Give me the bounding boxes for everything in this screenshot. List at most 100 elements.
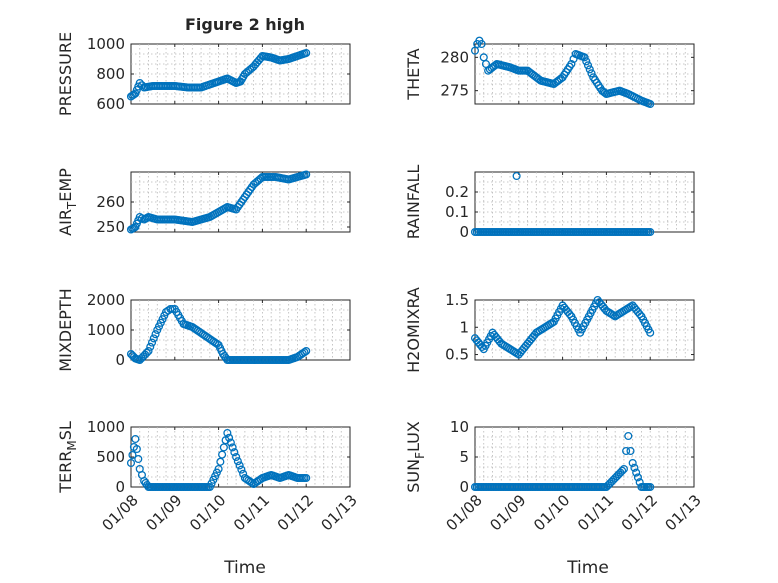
data-point xyxy=(477,342,487,351)
data-point xyxy=(646,99,655,109)
data-point xyxy=(630,463,639,472)
y-tick-label: 500 xyxy=(96,448,125,466)
data-point xyxy=(622,446,631,456)
y-tick-label: 0 xyxy=(459,223,469,241)
data-point xyxy=(632,468,641,477)
y-axis-label: TERRMSL xyxy=(56,421,79,494)
y-tick-label: 5 xyxy=(459,448,469,466)
y-tick-label: 2000 xyxy=(87,291,125,309)
data-point xyxy=(147,338,157,347)
subplot-7: 0 500 1000 TERRMSL 01/08 01/09 01/10 01/11 01/12… xyxy=(56,418,361,534)
x-tick-label: 01/12 xyxy=(618,491,661,534)
data-point xyxy=(146,342,155,351)
data-point xyxy=(302,170,311,179)
x-tick-label: 01/08 xyxy=(443,491,486,534)
y-axis-label: H2OMIXRA xyxy=(404,287,423,373)
data-point xyxy=(135,78,144,88)
y-tick-label: 0 xyxy=(115,478,125,496)
data-point xyxy=(580,53,589,62)
y-axis-label: PRESSURE xyxy=(56,32,75,116)
data-point xyxy=(232,452,241,462)
data-point xyxy=(635,310,644,319)
data-point xyxy=(567,59,576,69)
y-tick-label: 1000 xyxy=(87,418,125,436)
data-point xyxy=(302,48,311,58)
y-tick-label: 1 xyxy=(459,318,469,336)
data-point xyxy=(565,310,574,319)
data-point xyxy=(216,457,225,466)
y-tick-label: 800 xyxy=(96,65,125,83)
subplot-3: 250 260 AIRTEMP xyxy=(56,168,351,236)
y-axis-label: MIXDEPTH xyxy=(56,288,75,371)
y-tick-label: 280 xyxy=(440,48,469,66)
x-tick-label: 01/08 xyxy=(99,491,142,534)
data-point xyxy=(228,443,237,452)
data-point xyxy=(131,434,140,444)
y-tick-label: 10 xyxy=(450,418,469,436)
y-tick-label: 275 xyxy=(440,82,469,100)
data-point xyxy=(619,464,628,474)
subplot-5: 0 1000 2000 MIXDEPTH xyxy=(56,288,351,372)
data-point xyxy=(235,461,244,470)
data-point xyxy=(609,311,618,320)
y-tick-label: 0 xyxy=(459,478,469,496)
data-point xyxy=(477,39,486,49)
data-point xyxy=(233,457,242,466)
data-point xyxy=(583,61,593,70)
data-point xyxy=(302,346,311,356)
data-point xyxy=(646,328,655,337)
y-axis-label: SUNFLUX xyxy=(404,421,427,493)
subplot-8: 0 5 10 SUNFLUX 01/08 01/09 01/10 01/11 01/12 01/1… xyxy=(404,418,705,534)
data-point xyxy=(126,458,136,468)
x-axis-label-right: Time xyxy=(566,558,609,578)
data-point xyxy=(225,433,234,442)
y-tick-label: 1000 xyxy=(87,35,125,53)
x-tick-label: 01/11 xyxy=(230,491,273,534)
y-tick-label: 0.2 xyxy=(445,183,469,201)
data-point xyxy=(151,330,160,339)
data-point xyxy=(624,431,633,441)
data-point xyxy=(585,65,594,74)
x-axis-label-left: Time xyxy=(223,558,266,578)
data-point xyxy=(223,428,232,438)
subplot-4: 0 0.1 0.2 RAINFALL xyxy=(404,165,695,241)
data-point xyxy=(219,443,228,452)
x-tick-label: 01/10 xyxy=(186,491,229,534)
data-point xyxy=(137,81,147,90)
data-point xyxy=(230,448,239,457)
y-axis-label: THETA xyxy=(404,48,423,100)
data-point xyxy=(302,473,311,483)
data-point xyxy=(633,473,642,482)
y-axis-label: AIRTEMP xyxy=(56,168,79,236)
data-point xyxy=(628,458,637,468)
y-axis-label: RAINFALL xyxy=(404,165,423,240)
data-point xyxy=(134,454,143,464)
x-tick-label: 01/13 xyxy=(662,491,705,534)
data-point xyxy=(132,444,141,454)
data-point xyxy=(149,334,158,343)
data-point xyxy=(218,450,227,459)
data-point xyxy=(512,171,521,181)
data-point xyxy=(587,69,596,78)
data-point xyxy=(214,464,223,474)
data-point xyxy=(128,450,137,460)
subplot-6: 0.5 1 1.5 H2OMIXRA xyxy=(404,287,695,373)
data-point xyxy=(226,438,235,447)
data-point xyxy=(237,465,246,474)
data-point xyxy=(618,466,627,475)
data-point xyxy=(300,348,309,357)
data-point xyxy=(247,478,256,487)
y-tick-label: 1.5 xyxy=(445,291,469,309)
x-tick-label: 01/10 xyxy=(530,491,573,534)
data-point xyxy=(646,227,655,237)
data-point xyxy=(142,348,151,357)
data-point xyxy=(582,57,591,66)
x-tick-label: 01/09 xyxy=(486,491,529,534)
y-tick-label: 600 xyxy=(96,95,125,113)
figure-title: Figure 2 high xyxy=(185,15,305,34)
data-point xyxy=(256,174,265,183)
y-tick-label: 1000 xyxy=(87,321,125,339)
subplot-2: 275 280 THETA xyxy=(404,36,695,109)
